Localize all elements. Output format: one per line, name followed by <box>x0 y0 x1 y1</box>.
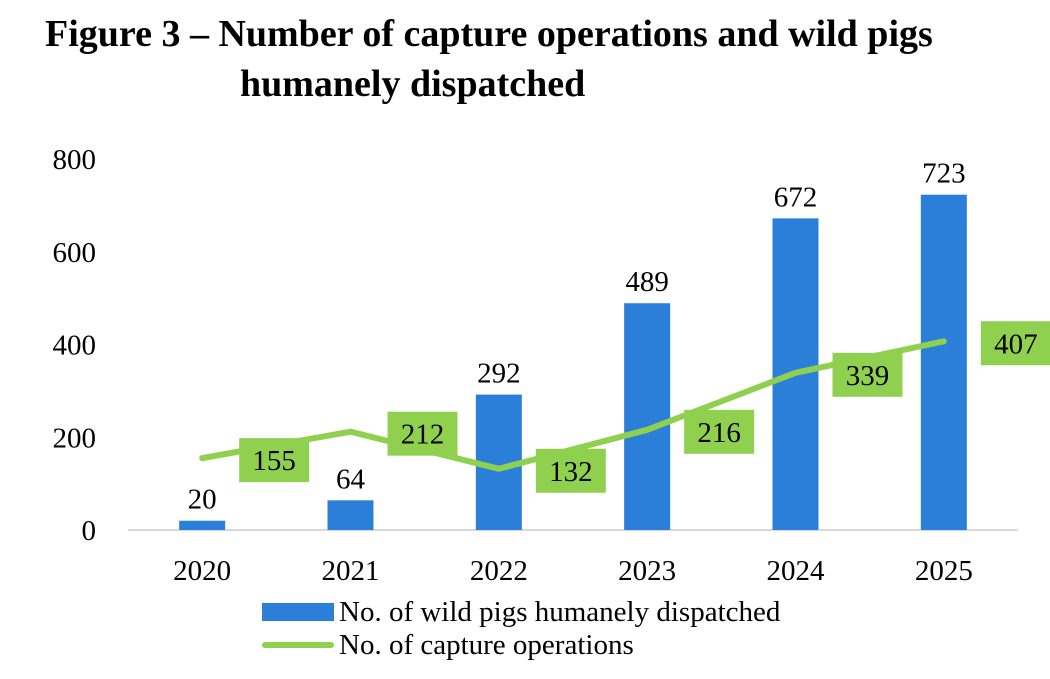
chart-title-line-1: Figure 3 – Number of capture operations … <box>45 13 933 55</box>
bar-data-label: 723 <box>922 158 966 190</box>
line-data-label-text: 155 <box>252 445 296 477</box>
line-data-label-text: 339 <box>846 360 890 392</box>
bar <box>327 500 374 530</box>
line-data-label-text: 212 <box>401 419 445 451</box>
line-data-label: 132 <box>535 448 606 493</box>
bar-data-label: 489 <box>625 266 669 298</box>
line-data-labels: 155 212 132 216 339 407 <box>239 321 1050 493</box>
y-tick-label: 400 <box>53 330 97 362</box>
y-tick-label: 0 <box>82 515 97 547</box>
x-tick-label: 2020 <box>173 555 231 587</box>
line-data-label-box <box>980 321 1050 366</box>
line-data-label-box <box>832 352 903 397</box>
legend-label-line: No. of capture operations <box>339 629 634 661</box>
x-axis-ticks: 2020 2021 2022 2023 2024 2025 <box>173 555 973 587</box>
bar-data-label: 292 <box>477 358 521 390</box>
line-data-label-box <box>387 411 458 456</box>
bar <box>179 520 226 530</box>
line-data-label-text: 216 <box>697 417 741 449</box>
bar-data-label: 64 <box>336 463 366 495</box>
x-tick-label: 2025 <box>915 555 973 587</box>
bar-data-label: 672 <box>774 181 818 213</box>
bar <box>920 194 967 531</box>
legend-swatch-bar <box>262 603 334 621</box>
legend-label-bars: No. of wild pigs humanely dispatched <box>339 596 781 628</box>
line-data-label: 339 <box>832 352 903 397</box>
line-data-label: 407 <box>980 321 1050 366</box>
x-tick-label: 2023 <box>618 555 676 587</box>
line-data-label-text: 407 <box>994 328 1038 360</box>
y-tick-label: 800 <box>53 144 97 176</box>
y-tick-label: 200 <box>53 422 97 454</box>
bar-data-label: 20 <box>188 484 217 516</box>
line-data-label-box <box>684 409 755 454</box>
line-data-label-box <box>535 448 606 493</box>
y-tick-label: 600 <box>53 237 97 269</box>
x-tick-label: 2024 <box>767 555 826 587</box>
x-tick-label: 2021 <box>322 555 380 587</box>
bar <box>624 303 671 530</box>
line-data-label-box <box>239 438 310 483</box>
line-data-label: 212 <box>387 411 458 456</box>
line-data-label: 155 <box>239 438 310 483</box>
line-data-label: 216 <box>684 409 755 454</box>
x-tick-label: 2022 <box>470 555 528 587</box>
y-axis-ticks: 0 200 400 600 800 <box>53 144 97 547</box>
legend-swatch-line <box>262 642 334 648</box>
line-data-label-text: 132 <box>549 456 593 488</box>
bar-data-labels: 20 64 292 489 672 723 <box>188 158 966 516</box>
bar-series <box>179 194 967 531</box>
chart-title-line-2: humanely dispatched <box>240 63 586 105</box>
